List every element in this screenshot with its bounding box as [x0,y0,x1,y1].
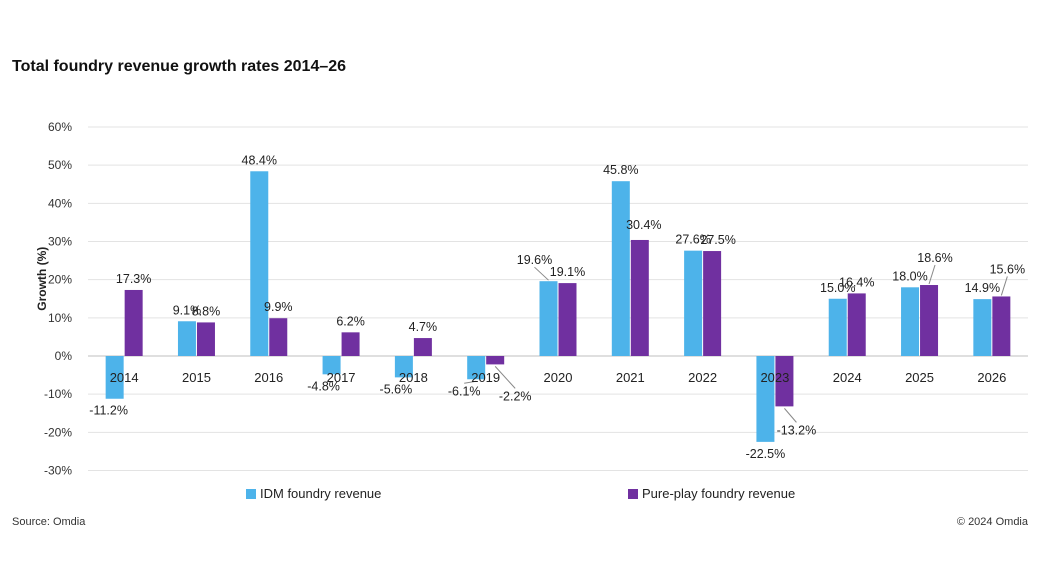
leader-line [784,408,797,423]
category-label: 2019 [471,370,500,385]
leader-line [464,380,477,384]
legend-swatch [246,489,256,499]
category-label: 2024 [833,370,862,385]
y-axis-label: Growth (%) [35,247,49,311]
legend-label: Pure-play foundry revenue [642,486,795,501]
data-label: 27.5% [700,233,735,247]
data-label: -11.2% [89,404,128,418]
data-label: -5.6% [380,382,413,396]
category-label: 2015 [182,370,211,385]
category-label: 2018 [399,370,428,385]
leader-line [534,266,549,281]
y-tick-label: -30% [44,464,72,478]
bar-idm-2017 [322,356,341,375]
data-label: 30.4% [626,218,661,232]
data-label: 19.6% [517,253,552,267]
y-tick-label: -20% [44,425,72,439]
leader-line [928,264,936,285]
data-label: 18.0% [892,269,927,283]
category-labels: 2014 2015 2016 2017 2018 2019 2020 2021 2022 2023… [110,370,1007,385]
bar-pureplay-2020 [558,283,577,356]
data-label: 45.8% [603,163,638,177]
category-label: 2026 [977,370,1006,385]
leader-lines [464,264,1008,423]
category-label: 2023 [760,370,789,385]
data-label: -4.8% [307,379,340,393]
data-label: 48.4% [242,153,277,167]
data-label: 6.2% [336,314,365,328]
bar-idm-2025 [901,287,920,356]
bar-pureplay-2024 [847,293,866,356]
copyright-note: © 2024 Omdia [956,516,1028,528]
bar-idm-2024 [828,298,847,356]
source-note: Source: Omdia [12,516,86,528]
data-label: 4.7% [409,320,438,334]
data-label: 9.1% [173,303,202,317]
legend: IDM foundry revenue Pure-play foundry rev… [246,486,795,501]
leader-line [494,366,516,389]
bar-idm-2026 [973,299,992,356]
bar-pureplay-2022 [703,251,722,356]
y-tick-label: 0% [55,349,73,363]
category-label: 2022 [688,370,717,385]
data-label: 14.9% [965,281,1000,295]
bar-pureplay-2016 [269,318,288,356]
data-label: 15.6% [990,262,1025,276]
legend-label: IDM foundry revenue [260,486,381,501]
bar-idm-2015 [177,321,196,356]
bar-idm-2022 [684,250,703,356]
bar-idm-2019 [467,356,486,380]
data-label: -13.2% [777,423,817,437]
y-tick-label: 10% [48,311,72,325]
leader-line [1000,276,1008,296]
chart-title: Total foundry revenue growth rates 2014–… [12,58,347,75]
data-label: 8.8% [192,304,221,318]
bar-pureplay-2018 [413,338,432,356]
data-label: -2.2% [499,389,532,403]
category-label: 2020 [544,370,573,385]
bar-idm-2018 [394,356,413,378]
data-labels: -11.2% 17.3% 9.1%8.8% 48.4% 9.9% -4.8% 6.2% -5.… [89,153,1025,461]
bar-pureplay-2017 [341,332,360,356]
y-tick-label: -10% [44,387,72,401]
bar-pureplay-2023 [775,356,794,407]
y-tick-labels: -30% -20% -10% 0% 10% 20% 30% 40% 50% 60% [44,120,72,478]
bar-idm-2020 [539,281,558,356]
data-label: 18.6% [917,251,952,265]
category-label: 2017 [327,370,356,385]
y-tick-label: 50% [48,158,72,172]
data-label: 9.9% [264,300,293,314]
category-label: 2025 [905,370,934,385]
bar-pureplay-2015 [196,322,215,356]
bar-idm-2014 [105,356,124,399]
y-tick-label: 60% [48,120,72,134]
data-label: 27.6% [675,233,710,247]
data-label: 16.4% [839,275,874,289]
y-tick-label: 40% [48,196,72,210]
y-tick-label: 30% [48,235,72,249]
category-label: 2021 [616,370,645,385]
legend-swatch [628,489,638,499]
bar-pureplay-2025 [920,285,939,356]
category-label: 2014 [110,370,139,385]
bar-pureplay-2014 [124,289,143,356]
data-label: 17.3% [116,272,151,286]
bar-pureplay-2026 [992,296,1011,356]
data-label: -6.1% [448,384,481,398]
category-label: 2016 [254,370,283,385]
y-tick-label: 20% [48,273,72,287]
bar-idm-2016 [250,171,269,356]
data-label: -22.5% [746,447,786,461]
data-label: 19.1% [550,265,585,279]
bars [105,171,1011,442]
bar-idm-2021 [611,181,630,356]
bar-pureplay-2019 [486,356,505,365]
bar-pureplay-2021 [630,239,649,356]
data-label: 15.0% [820,281,855,295]
grid-lines [88,126,1028,471]
bar-idm-2023 [756,356,775,442]
